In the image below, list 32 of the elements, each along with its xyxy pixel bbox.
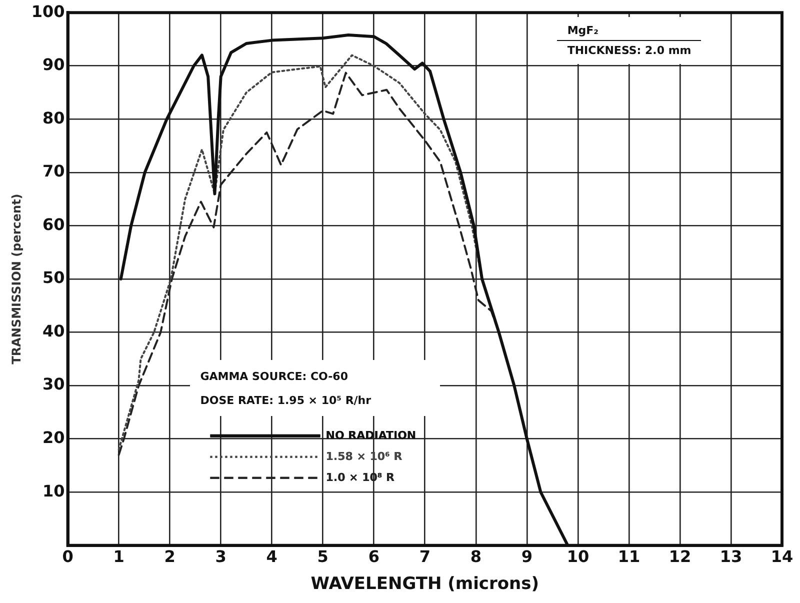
y-tick-label: 80 xyxy=(42,108,65,128)
y-tick-label: 100 xyxy=(31,2,65,21)
y-tick-label: 30 xyxy=(42,374,65,394)
x-tick-label: 11 xyxy=(618,547,640,566)
x-tick-label: 14 xyxy=(770,547,794,566)
x-axis-title: WAVELENGTH (microns) xyxy=(310,574,540,594)
x-tick-label: 4 xyxy=(266,547,278,566)
x-tick-label: 6 xyxy=(368,547,380,566)
annotation: DOSE RATE: 1.95 × 10⁵ R/hr xyxy=(200,392,372,409)
x-tick-label: 13 xyxy=(720,547,742,566)
x-tick-label: 7 xyxy=(419,547,430,566)
annotation: MgF₂ xyxy=(557,20,702,41)
y-tick-label: 60 xyxy=(42,214,65,234)
x-tick-label: 12 xyxy=(668,547,692,566)
y-tick-label: 70 xyxy=(42,162,65,181)
x-tick-label: 1 xyxy=(113,547,124,566)
x-tick-label: 8 xyxy=(470,547,482,566)
x-tick-label: 2 xyxy=(164,547,176,566)
x-tick-label: 10 xyxy=(566,547,590,566)
y-tick-label: 40 xyxy=(42,321,65,340)
annotation: THICKNESS: 2.0 mm xyxy=(566,42,692,59)
text-panel: GAMMA SOURCE: CO-60 DOSE RATE: 1.95 × 10⁵ R/hr xyxy=(190,360,440,416)
x-tick-label: 0 xyxy=(62,547,74,566)
x-tick-label: 5 xyxy=(317,547,328,566)
y-axis-title: TRANSMISSION (percent) xyxy=(9,194,24,364)
x-tick-label: 3 xyxy=(215,547,226,566)
x-tick-label: 9 xyxy=(521,547,532,566)
y-tick-label: 90 xyxy=(42,55,65,74)
y-tick-label: 10 xyxy=(42,481,65,500)
annotation: GAMMA SOURCE: CO-60 xyxy=(200,368,349,385)
y-tick-label: 20 xyxy=(42,428,65,447)
y-tick-label: 50 xyxy=(42,268,65,288)
